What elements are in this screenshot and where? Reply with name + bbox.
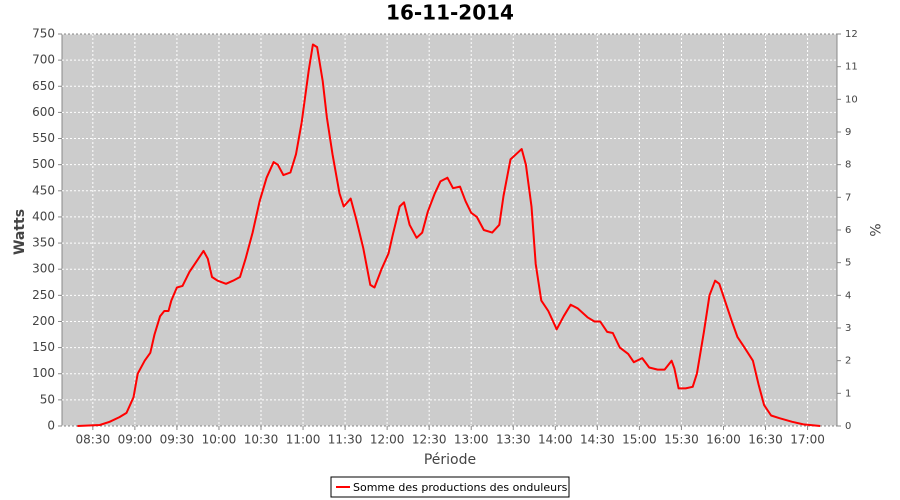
y2-tick-label: 9 (845, 127, 851, 138)
y-tick-label: 550 (32, 131, 55, 145)
x-tick-label: 16:30 (748, 433, 783, 447)
y-tick-label: 450 (32, 183, 55, 197)
y-tick-label: 150 (32, 340, 55, 354)
y-tick-label: 600 (32, 105, 55, 119)
y-tick-label: 700 (32, 53, 55, 67)
y2-axis-label: % (866, 223, 882, 236)
y-tick-label: 650 (32, 79, 55, 93)
x-tick-label: 10:30 (244, 433, 279, 447)
y-tick-label: 0 (47, 419, 55, 433)
x-tick-label: 09:00 (118, 433, 153, 447)
x-tick-label: 11:00 (286, 433, 321, 447)
y-tick-label: 200 (32, 314, 55, 328)
x-axis-label: Période (424, 452, 476, 468)
y-tick-label: 400 (32, 209, 55, 223)
x-tick-label: 12:30 (412, 433, 447, 447)
x-tick-label: 13:30 (496, 433, 531, 447)
legend-label: Somme des productions des onduleurs (353, 481, 568, 494)
x-tick-label: 16:00 (706, 433, 741, 447)
y-tick-label: 750 (32, 27, 55, 41)
y2-tick-label: 10 (845, 94, 858, 105)
y-tick-label: 250 (32, 288, 55, 302)
y-tick-label: 50 (40, 392, 55, 406)
y-tick-label: 350 (32, 236, 55, 250)
x-tick-label: 14:30 (580, 433, 615, 447)
x-tick-label: 15:30 (664, 433, 699, 447)
x-tick-label: 08:30 (76, 433, 111, 447)
x-tick-label: 15:00 (622, 433, 657, 447)
y2-tick-label: 1 (845, 388, 851, 399)
y2-tick-label: 2 (845, 356, 851, 367)
y2-tick-label: 7 (845, 192, 851, 203)
y2-tick-label: 12 (845, 29, 858, 40)
y2-tick-label: 5 (845, 258, 851, 269)
x-tick-label: 12:00 (370, 433, 405, 447)
y2-tick-label: 0 (845, 421, 851, 432)
y-tick-label: 300 (32, 262, 55, 276)
x-tick-label: 13:00 (454, 433, 489, 447)
x-tick-label: 17:00 (790, 433, 825, 447)
y-axis-label: Watts (12, 209, 28, 255)
x-tick-label: 09:30 (160, 433, 195, 447)
legend-box (330, 476, 570, 498)
y-tick-label: 500 (32, 157, 55, 171)
y2-tick-label: 4 (845, 290, 851, 301)
x-tick-label: 11:30 (328, 433, 363, 447)
legend: Somme des productions des onduleurs (330, 476, 570, 498)
plot-area (61, 33, 838, 427)
y2-tick-label: 6 (845, 225, 851, 236)
y2-tick-label: 3 (845, 323, 851, 334)
y-tick-label: 100 (32, 366, 55, 380)
y2-tick-label: 8 (845, 160, 851, 171)
chart-title: 16-11-2014 (386, 1, 514, 25)
series-line (77, 43, 821, 427)
x-tick-label: 10:00 (202, 433, 237, 447)
x-tick-label: 14:00 (538, 433, 573, 447)
y2-tick-label: 11 (845, 62, 858, 73)
